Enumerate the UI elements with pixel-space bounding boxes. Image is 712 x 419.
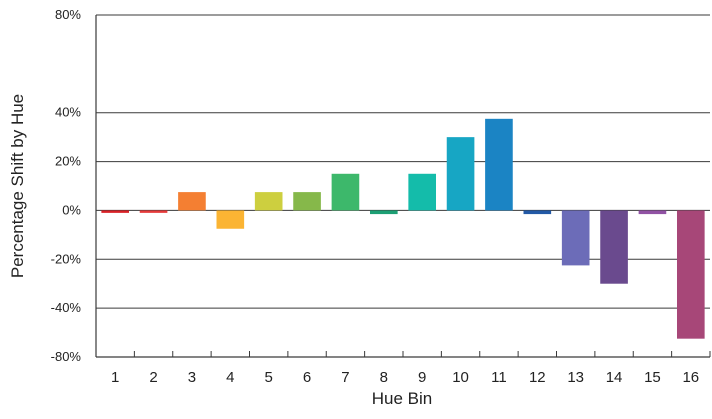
bar-layer	[101, 118, 705, 339]
x-tick-label: 11	[491, 369, 507, 386]
bar-hue-bin-2	[139, 210, 168, 213]
bar-hue-bin-1	[101, 210, 130, 213]
bar-hue-bin-11	[485, 118, 513, 211]
x-tick-label: 14	[606, 369, 623, 386]
x-axis-title: Hue Bin	[372, 389, 432, 408]
x-tick-label: 6	[303, 369, 311, 386]
y-tick-label: 20%	[55, 154, 81, 169]
x-tick-label: 2	[149, 369, 157, 386]
x-tick-label: 3	[188, 369, 196, 386]
x-tick-label: 12	[529, 369, 546, 386]
y-axis-title: Percentage Shift by Hue	[8, 94, 27, 278]
bar-hue-bin-9	[408, 173, 437, 211]
y-tick-label: 40%	[55, 105, 81, 120]
bar-hue-bin-6	[293, 192, 321, 211]
bar-hue-bin-10	[446, 137, 475, 211]
x-tick-label: 9	[418, 369, 426, 386]
x-tick-label: 10	[452, 369, 469, 386]
x-tick-label: 13	[567, 369, 584, 386]
x-tick-label: 16	[682, 369, 699, 386]
bar-hue-bin-5	[254, 192, 283, 211]
bar-hue-bin-14	[600, 210, 628, 284]
x-tick-label: 8	[380, 369, 388, 386]
axis-layer: 80%40%20%0%-20%-40%-80%1 2 3 4 5 6 7 8 9 10 11 12 13…	[51, 7, 711, 386]
y-tick-label: -20%	[51, 251, 82, 266]
bar-hue-bin-13	[561, 210, 590, 266]
x-tick-label: 1	[111, 369, 119, 386]
bar-hue-bin-7	[331, 173, 360, 211]
bar-hue-bin-4	[216, 210, 245, 229]
x-tick-label: 7	[341, 369, 349, 386]
bar-hue-bin-3	[178, 192, 206, 211]
x-tick-label: 4	[226, 369, 234, 386]
x-tick-label: 5	[265, 369, 273, 386]
bar-hue-bin-15	[638, 210, 667, 215]
y-tick-label: -40%	[51, 300, 82, 315]
x-tick-label: 15	[644, 369, 661, 386]
y-tick-label: 80%	[55, 7, 81, 22]
y-tick-label: 0%	[62, 202, 81, 217]
y-tick-label: -80%	[51, 349, 82, 364]
bar-hue-bin-8	[369, 210, 398, 215]
bar-hue-bin-12	[523, 210, 552, 215]
bar-hue-bin-16	[676, 210, 705, 339]
